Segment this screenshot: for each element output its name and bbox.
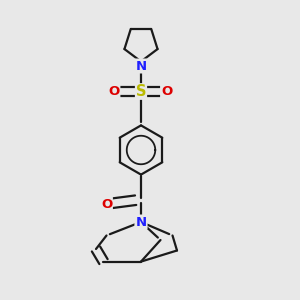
Text: N: N xyxy=(135,215,147,229)
Text: O: O xyxy=(101,197,112,211)
Text: O: O xyxy=(161,85,172,98)
Text: N: N xyxy=(135,215,147,229)
Text: O: O xyxy=(108,85,120,98)
Text: S: S xyxy=(136,84,146,99)
Text: N: N xyxy=(135,59,147,73)
Text: N: N xyxy=(135,59,147,73)
